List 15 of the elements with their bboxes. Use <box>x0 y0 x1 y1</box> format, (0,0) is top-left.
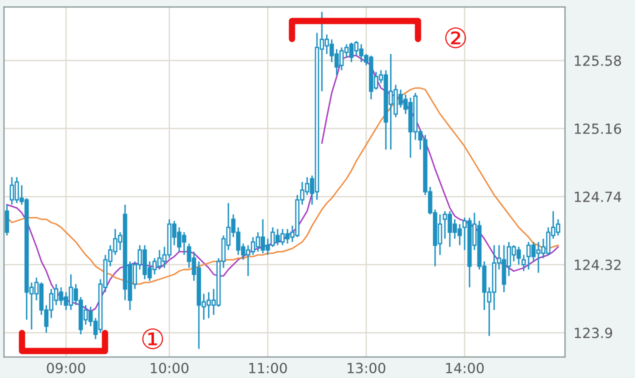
x-tick-label: 11:00 <box>249 362 287 374</box>
y-tick-label: 123.9 <box>574 328 612 338</box>
y-tick-label: 125.16 <box>574 123 622 134</box>
candlestick <box>522 254 526 272</box>
candlestick <box>4 204 10 236</box>
x-tick-label: 14:00 <box>446 362 484 374</box>
line-series <box>6 87 559 285</box>
y-tick-label: 124.32 <box>574 260 621 270</box>
annotation: ② <box>445 27 466 48</box>
annotation: ① <box>142 328 164 350</box>
x-tick-label: 10:00 <box>150 362 188 374</box>
y-tick-label: 125.58 <box>574 55 621 66</box>
y-tick-label: 124.74 <box>574 192 622 202</box>
x-tick-label: 13:00 <box>348 362 386 374</box>
x-tick-label: 09:00 <box>46 362 86 374</box>
